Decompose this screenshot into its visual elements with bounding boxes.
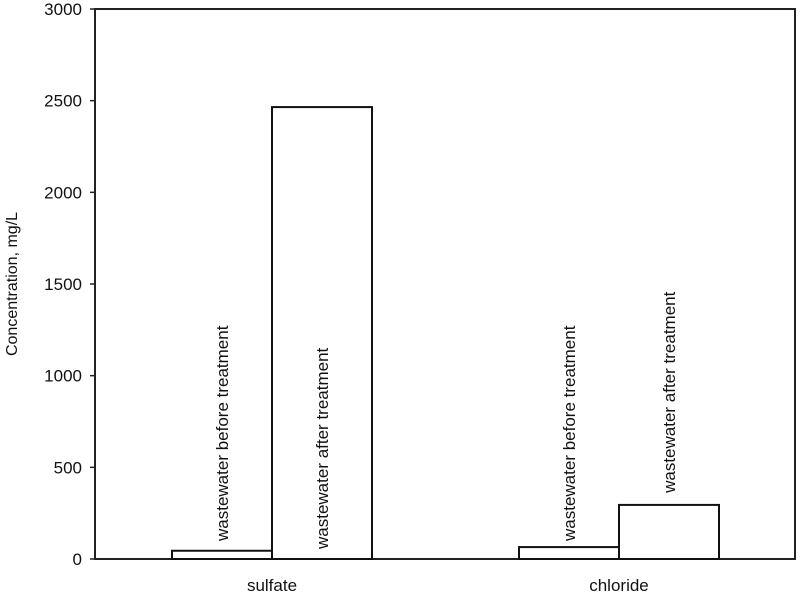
series-label: wastewater after treatment bbox=[660, 291, 679, 494]
x-category-label: sulfate bbox=[247, 576, 297, 595]
y-tick-label: 3000 bbox=[44, 0, 82, 19]
series-label: wastewater before treatment bbox=[213, 325, 232, 542]
y-tick-label: 0 bbox=[73, 550, 82, 569]
y-tick-label: 2500 bbox=[44, 92, 82, 111]
series-label: wastewater after treatment bbox=[313, 347, 332, 550]
y-tick-label: 1500 bbox=[44, 275, 82, 294]
y-tick-label: 500 bbox=[54, 458, 82, 477]
series-label: wastewater before treatment bbox=[560, 325, 579, 542]
y-tick-label: 2000 bbox=[44, 183, 82, 202]
bar-sulfate-after bbox=[271, 106, 373, 560]
bar-sulfate-before bbox=[171, 549, 273, 560]
plot-area: 0 500 1000 1500 2000 2500 3000 Concentration, m… bbox=[4, 0, 796, 595]
bar-chloride-after bbox=[618, 503, 720, 560]
plot-frame bbox=[94, 8, 796, 560]
x-category-label: chloride bbox=[589, 576, 649, 595]
y-axis-label: Concentration, mg/L bbox=[4, 212, 21, 356]
y-tick-label: 1000 bbox=[44, 367, 82, 386]
bar-chloride-before bbox=[518, 546, 620, 560]
